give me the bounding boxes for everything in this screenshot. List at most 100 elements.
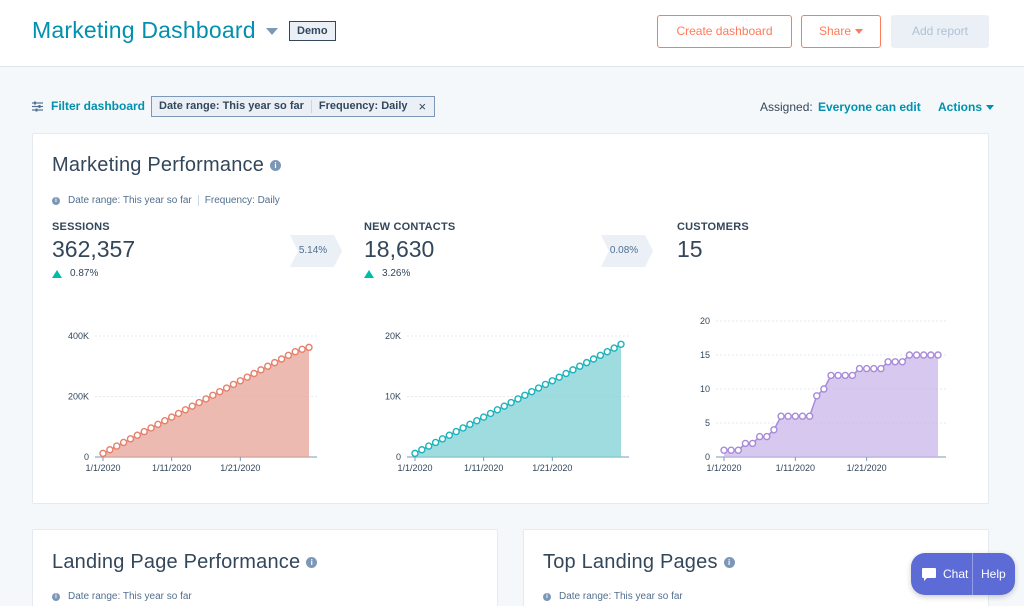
data-point[interactable] bbox=[438, 435, 447, 443]
data-point[interactable] bbox=[617, 340, 625, 348]
chip-close-icon[interactable]: × bbox=[418, 99, 427, 114]
data-point[interactable] bbox=[784, 412, 792, 420]
data-point[interactable] bbox=[113, 442, 121, 450]
data-point[interactable] bbox=[582, 358, 591, 367]
data-point[interactable] bbox=[486, 409, 495, 418]
data-point[interactable] bbox=[610, 344, 618, 352]
data-point[interactable] bbox=[222, 384, 231, 392]
data-point[interactable] bbox=[813, 392, 821, 400]
data-point[interactable] bbox=[934, 351, 942, 359]
add-report-button[interactable]: Add report bbox=[891, 15, 989, 48]
dashboard-switcher-chevron-icon[interactable] bbox=[266, 28, 278, 35]
data-point[interactable] bbox=[741, 439, 750, 448]
data-point[interactable] bbox=[257, 366, 265, 374]
data-point[interactable] bbox=[841, 371, 849, 380]
data-point[interactable] bbox=[920, 351, 928, 359]
data-point[interactable] bbox=[284, 351, 293, 360]
data-point[interactable] bbox=[755, 432, 764, 441]
data-point[interactable] bbox=[133, 431, 142, 439]
actions-dropdown[interactable]: Actions bbox=[938, 100, 995, 114]
data-point[interactable] bbox=[270, 358, 279, 367]
data-point[interactable] bbox=[770, 426, 778, 434]
active-filter-chip[interactable]: Date range: This year so far Frequency: … bbox=[151, 96, 436, 117]
data-point[interactable] bbox=[720, 446, 728, 454]
data-point[interactable] bbox=[596, 351, 605, 360]
data-point[interactable] bbox=[727, 446, 735, 454]
chat-button[interactable]: Chat bbox=[911, 553, 973, 595]
data-point[interactable] bbox=[425, 442, 433, 450]
data-point[interactable] bbox=[898, 358, 907, 366]
data-point[interactable] bbox=[229, 380, 238, 389]
data-point[interactable] bbox=[264, 362, 272, 370]
data-point[interactable] bbox=[126, 435, 135, 443]
data-point[interactable] bbox=[514, 395, 522, 403]
data-point[interactable] bbox=[912, 351, 921, 359]
data-point[interactable] bbox=[181, 406, 190, 414]
info-icon[interactable]: i bbox=[723, 557, 735, 569]
help-button[interactable]: Help bbox=[981, 567, 1006, 581]
data-point[interactable] bbox=[106, 446, 114, 454]
data-point[interactable] bbox=[927, 351, 935, 359]
data-point[interactable] bbox=[905, 351, 914, 359]
data-point[interactable] bbox=[161, 416, 169, 425]
data-point[interactable] bbox=[548, 377, 557, 385]
data-point[interactable] bbox=[791, 412, 800, 420]
data-point[interactable] bbox=[298, 345, 306, 354]
data-point[interactable] bbox=[748, 439, 757, 448]
create-dashboard-button[interactable]: Create dashboard bbox=[657, 15, 792, 48]
data-point[interactable] bbox=[411, 449, 419, 458]
data-point[interactable] bbox=[805, 412, 814, 420]
data-point[interactable] bbox=[884, 358, 892, 366]
data-point[interactable] bbox=[243, 373, 251, 381]
data-point[interactable] bbox=[534, 384, 543, 392]
data-point[interactable] bbox=[603, 348, 611, 356]
data-point[interactable] bbox=[877, 364, 885, 373]
data-point[interactable] bbox=[848, 371, 857, 380]
metric-new-contacts[interactable]: NEW CONTACTS 18,630 3.26% bbox=[364, 221, 455, 279]
data-point[interactable] bbox=[236, 377, 245, 385]
data-point[interactable] bbox=[798, 412, 807, 420]
data-point[interactable] bbox=[562, 369, 570, 378]
data-point[interactable] bbox=[855, 364, 864, 373]
data-point[interactable] bbox=[493, 406, 502, 414]
data-point[interactable] bbox=[479, 413, 488, 421]
data-point[interactable] bbox=[209, 391, 217, 399]
data-point[interactable] bbox=[452, 427, 460, 436]
data-point[interactable] bbox=[589, 355, 598, 363]
data-point[interactable] bbox=[500, 402, 508, 410]
data-point[interactable] bbox=[862, 364, 871, 373]
metric-sessions[interactable]: SESSIONS 362,357 0.87% bbox=[52, 221, 135, 279]
data-point[interactable] bbox=[99, 449, 107, 458]
data-point[interactable] bbox=[473, 416, 481, 425]
data-point[interactable] bbox=[250, 369, 258, 378]
data-point[interactable] bbox=[569, 366, 577, 374]
data-point[interactable] bbox=[459, 424, 467, 432]
data-point[interactable] bbox=[870, 364, 878, 373]
data-point[interactable] bbox=[174, 409, 183, 418]
info-icon[interactable]: i bbox=[270, 160, 282, 172]
metric-customers[interactable]: CUSTOMERS 15 bbox=[677, 221, 749, 263]
data-point[interactable] bbox=[541, 380, 550, 389]
data-point[interactable] bbox=[277, 355, 286, 363]
data-point[interactable] bbox=[521, 391, 529, 399]
data-point[interactable] bbox=[528, 387, 536, 396]
data-point[interactable] bbox=[820, 385, 828, 393]
data-point[interactable] bbox=[119, 438, 128, 447]
data-point[interactable] bbox=[167, 413, 176, 421]
data-point[interactable] bbox=[445, 431, 454, 439]
data-point[interactable] bbox=[291, 348, 299, 356]
data-point[interactable] bbox=[891, 358, 899, 366]
data-point[interactable] bbox=[466, 420, 474, 429]
filter-dashboard-button[interactable]: Filter dashboard bbox=[32, 99, 145, 113]
data-point[interactable] bbox=[140, 427, 148, 436]
share-button[interactable]: Share bbox=[801, 15, 881, 48]
data-point[interactable] bbox=[763, 432, 771, 441]
data-point[interactable] bbox=[576, 362, 584, 370]
data-point[interactable] bbox=[202, 395, 210, 403]
data-point[interactable] bbox=[827, 371, 835, 380]
data-point[interactable] bbox=[418, 446, 426, 454]
data-point[interactable] bbox=[834, 371, 842, 380]
assigned-value-link[interactable]: Everyone can edit bbox=[818, 100, 921, 114]
data-point[interactable] bbox=[154, 420, 162, 429]
dashboard-title[interactable]: Marketing Dashboard bbox=[32, 17, 256, 43]
